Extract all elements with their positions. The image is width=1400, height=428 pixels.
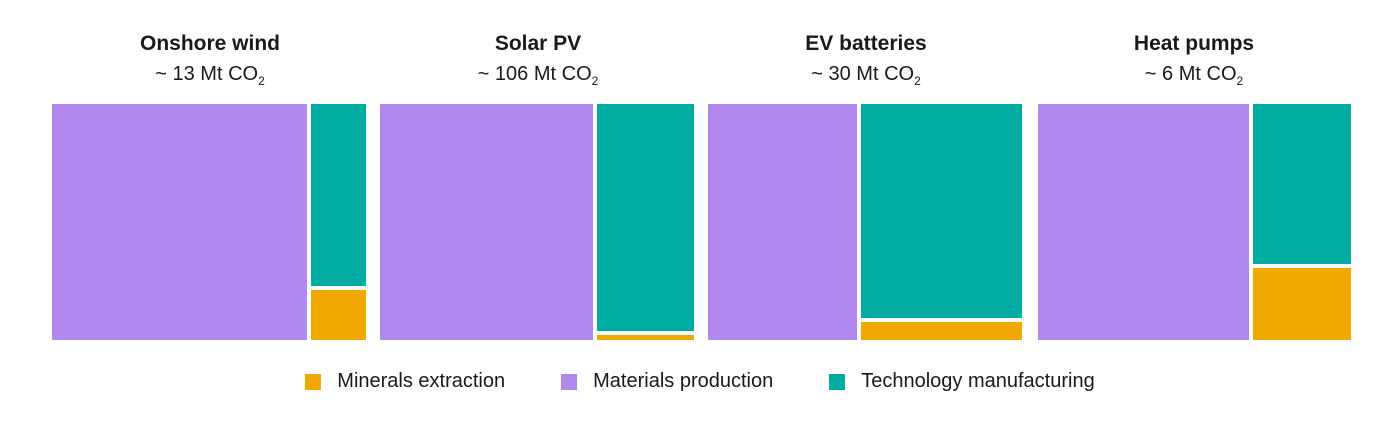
tile-technology-manufacturing — [311, 104, 366, 286]
tile-materials-production — [1038, 104, 1249, 340]
tile-minerals-extraction — [1253, 268, 1351, 340]
panel-total: ~ 6 Mt CO2 — [1144, 63, 1244, 88]
panel-title: Solar PV — [494, 32, 582, 55]
tile-minerals-extraction — [311, 290, 366, 340]
legend-swatch — [561, 373, 578, 390]
legend: Minerals extraction Materials production… — [0, 370, 1400, 393]
tile-technology-manufacturing — [861, 104, 1022, 318]
panel-title: Heat pumps — [1133, 32, 1255, 55]
legend-label: Materials production — [593, 370, 774, 392]
legend-swatch — [305, 373, 322, 390]
legend-label: Technology manufacturing — [861, 370, 1095, 392]
tile-materials-production — [708, 104, 857, 340]
panel-total: ~ 106 Mt CO2 — [477, 63, 599, 88]
panel-title: EV batteries — [805, 32, 927, 55]
tile-technology-manufacturing — [1253, 104, 1351, 264]
legend-swatch — [829, 373, 846, 390]
tile-minerals-extraction — [861, 322, 1022, 340]
tile-technology-manufacturing — [597, 104, 694, 331]
panel-title: Onshore wind — [139, 32, 280, 55]
legend-item-technology: Technology manufacturing — [829, 370, 1095, 393]
legend-item-minerals: Minerals extraction — [305, 370, 505, 393]
panel-total: ~ 30 Mt CO2 — [811, 63, 921, 88]
tile-materials-production — [52, 104, 307, 340]
tile-minerals-extraction — [597, 335, 694, 340]
legend-item-materials: Materials production — [561, 370, 773, 393]
legend-label: Minerals extraction — [337, 370, 506, 392]
panel-total: ~ 13 Mt CO2 — [155, 63, 265, 88]
tile-materials-production — [380, 104, 593, 340]
